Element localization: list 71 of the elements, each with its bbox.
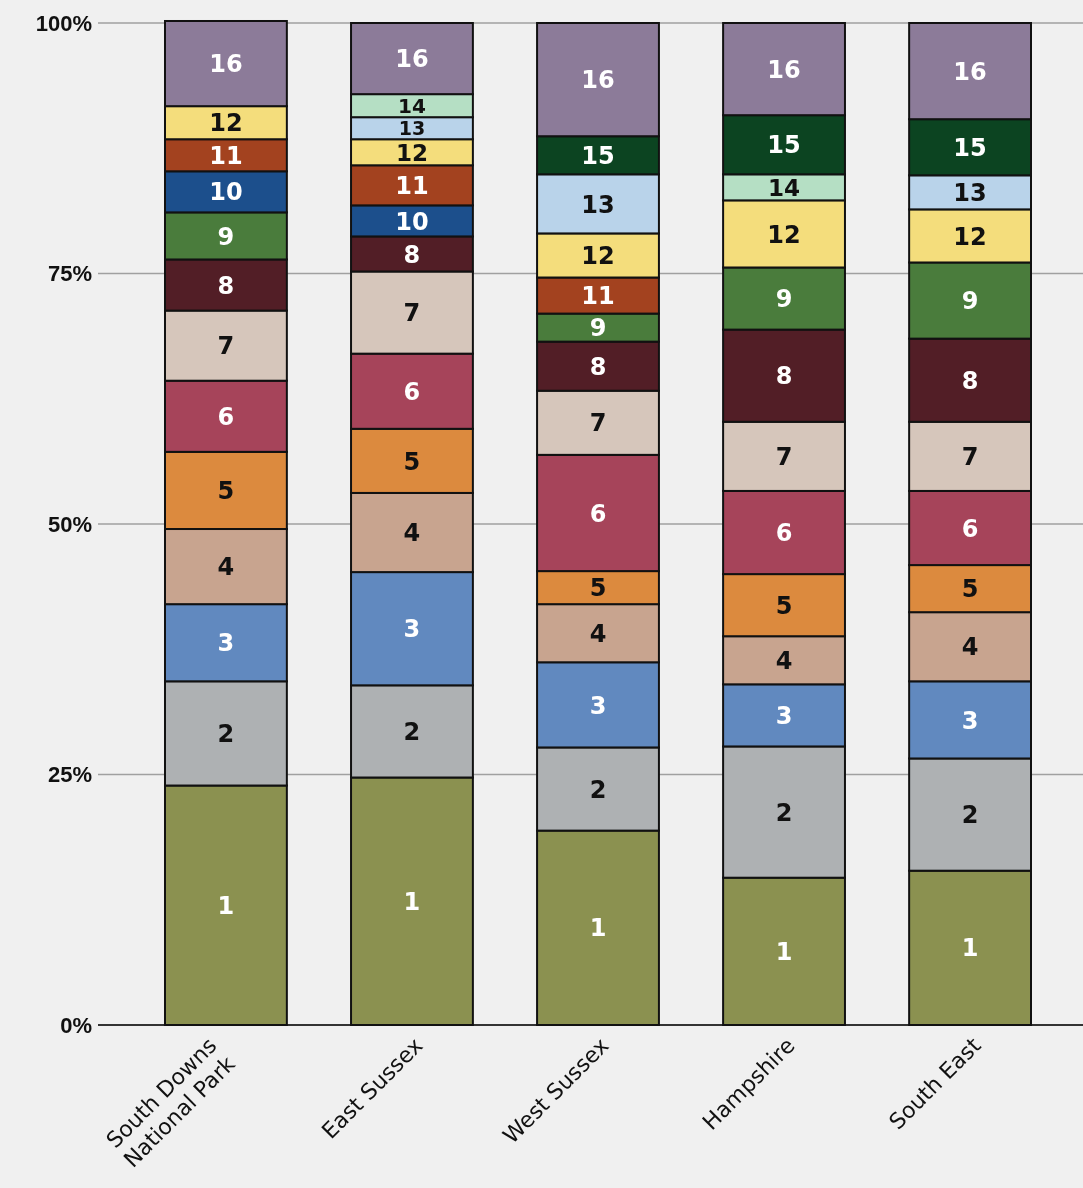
text: 2 (961, 801, 979, 830)
series-label: 1 (217, 891, 235, 920)
text: 3 (403, 615, 421, 644)
text: 8 (589, 352, 607, 381)
text: 6 (775, 519, 793, 548)
text: 2 (217, 720, 235, 749)
y-tick-label: 50% (47, 511, 92, 537)
text: 11 (581, 282, 615, 311)
text: 6 (403, 377, 421, 406)
text: 15 (767, 131, 801, 160)
text: 9 (775, 285, 793, 314)
text: 2 (403, 718, 421, 747)
text: 14 (768, 174, 801, 201)
text: 1 (775, 937, 793, 966)
text: 13 (953, 178, 987, 207)
text: 5 (961, 575, 979, 604)
text: 4 (403, 519, 421, 548)
text: 12 (209, 109, 243, 138)
text: 9 (961, 287, 979, 316)
series-label: 2 (589, 775, 607, 804)
series-label: 5 (589, 574, 607, 603)
text: 8 (961, 366, 979, 395)
text: 3 (961, 706, 979, 735)
series-label: 15 (581, 141, 615, 170)
text: 8 (217, 271, 235, 300)
text: 8 (775, 362, 793, 391)
series-label: 7 (589, 409, 607, 438)
text: 4 (589, 619, 607, 648)
series-label: 14 (398, 93, 426, 118)
series-label: 4 (775, 646, 793, 675)
text: 5 (403, 447, 421, 476)
series-label: 11 (209, 141, 243, 170)
text: 1 (961, 934, 979, 963)
text: 3 (589, 691, 607, 720)
text: 5 (217, 477, 235, 506)
text: 5 (775, 591, 793, 620)
text: 7 (775, 443, 793, 472)
series-label: 9 (589, 314, 607, 343)
text: 11 (395, 171, 429, 200)
text: 16 (581, 66, 615, 95)
text: 10 (209, 178, 243, 207)
y-tick-label: 0% (60, 1012, 92, 1038)
y-tick-label: 100% (35, 10, 92, 36)
text: 16 (209, 50, 243, 79)
text: 6 (961, 514, 979, 543)
text: 7 (961, 443, 979, 472)
text: 16 (767, 55, 801, 84)
series-label: 10 (395, 207, 429, 236)
text: 4 (217, 553, 235, 582)
text: 11 (403, 887, 607, 943)
text: 7 (403, 299, 421, 328)
series-label: 12 (395, 139, 428, 166)
text: 3 (217, 629, 235, 658)
text: 15 (953, 133, 987, 162)
series-label: 13 (398, 117, 426, 140)
series-label: 6 (217, 402, 235, 431)
text: 4 (961, 633, 979, 662)
y-tick-label: 25% (47, 762, 92, 788)
series-label: 16 (395, 45, 429, 74)
text: 2 (775, 798, 793, 827)
text: 12 (953, 222, 987, 251)
text: 16 (953, 57, 987, 86)
text: 6 (589, 499, 607, 528)
series-label: 3 (775, 702, 793, 731)
text: 9 (217, 222, 235, 251)
y-tick-label: 75% (47, 261, 92, 287)
text: 12 (581, 242, 615, 271)
text: 7 (217, 332, 235, 361)
series-label: 8 (403, 240, 421, 269)
text: 13 (581, 190, 615, 219)
text: 12 (767, 220, 801, 249)
